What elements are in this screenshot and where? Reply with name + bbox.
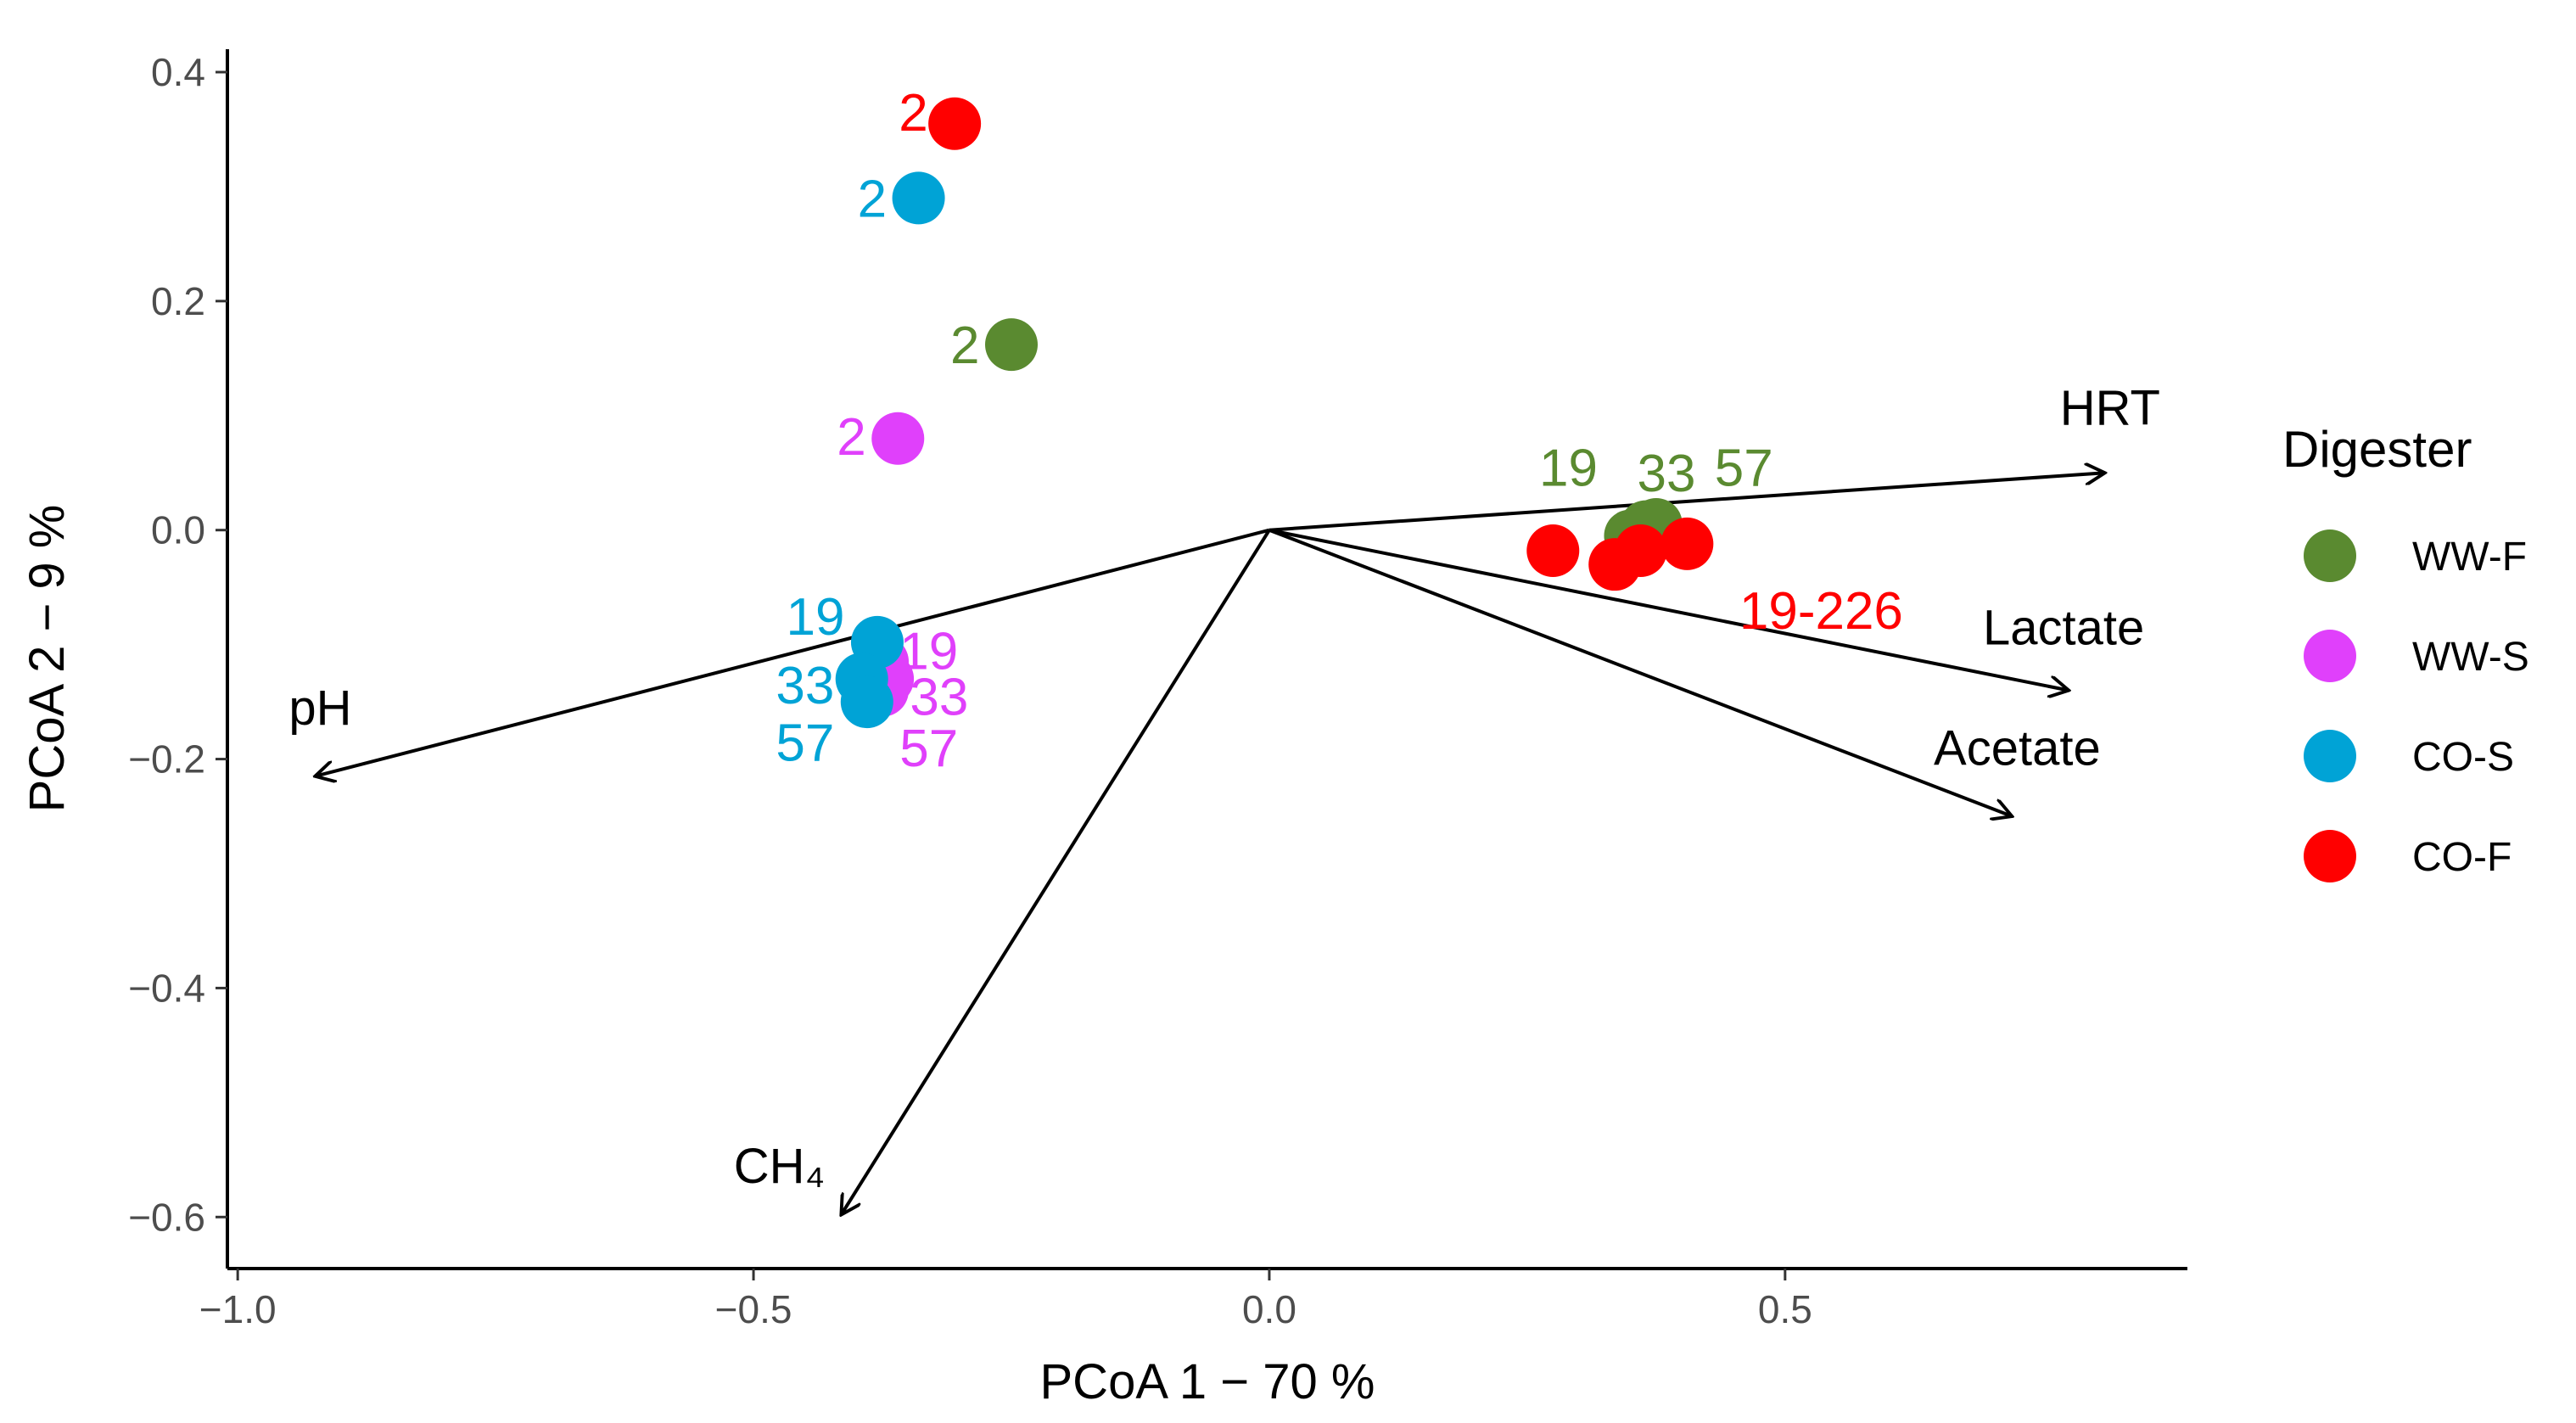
point-label: 2 (858, 170, 887, 228)
arrow-label: Acetate (1934, 720, 2101, 776)
arrow-label: CH₄ (734, 1139, 825, 1194)
legend-label: CO-F (2412, 835, 2512, 880)
point-ww-s (871, 412, 925, 465)
point-co-s (892, 171, 945, 225)
legend-key-co-s (2304, 730, 2356, 782)
point-label: 33 (776, 657, 834, 715)
x-tick-label: −1.0 (199, 1287, 277, 1331)
legend-label: WW-F (2412, 535, 2527, 580)
point-label: 2 (950, 317, 979, 375)
x-tick-label: 0.5 (1758, 1287, 1812, 1331)
legend-entries: WW-F WW-S CO-S CO-F (2304, 529, 2529, 882)
arrows-layer: HRT Lactate Acetate pH CH₄ (288, 381, 2160, 1215)
x-tick-label: 0.0 (1242, 1287, 1296, 1331)
y-tick-label: 0.0 (151, 508, 205, 552)
legend-label: WW-S (2412, 635, 2529, 680)
y-tick-label: −0.4 (128, 966, 205, 1010)
point-co-f (928, 97, 982, 150)
arrow-hrt (1268, 473, 2105, 532)
point-ww-f (985, 318, 1038, 372)
arrow-label: pH (288, 681, 351, 736)
point-label: 19-226 (1739, 582, 1903, 641)
axes-layer: −1.0 −0.5 0.0 0.5 0.4 0.2 0.0 −0.2 −0.4 −0.6 (128, 49, 2187, 1331)
point-co-f (1660, 517, 1714, 570)
point-label: 33 (910, 668, 968, 726)
point-co-f (1526, 524, 1580, 577)
legend-title: Digester (2282, 421, 2472, 478)
legend-key-ww-s (2304, 630, 2356, 682)
point-label: 2 (899, 84, 927, 143)
point-label: 57 (1715, 439, 1773, 497)
legend: Digester WW-F WW-S CO-S CO-F (2282, 421, 2529, 882)
y-tick-label: 0.4 (151, 50, 205, 94)
point-label: 19 (899, 622, 958, 681)
arrow-lactate (1268, 528, 2069, 691)
arrow-acetate (1268, 528, 2012, 816)
y-tick-label: −0.6 (128, 1195, 205, 1239)
x-axis-title: PCoA 1 − 70 % (1040, 1354, 1375, 1409)
y-tick-label: −0.2 (128, 737, 205, 782)
arrow-label: HRT (2060, 381, 2160, 436)
arrow-label: Lactate (1983, 601, 2144, 656)
legend-key-ww-f (2304, 529, 2356, 582)
point-label: 2 (837, 408, 865, 467)
point-label: 57 (899, 720, 958, 778)
point-co-f (1614, 524, 1667, 577)
points-layer (835, 97, 1714, 729)
x-tick-label: −0.5 (715, 1287, 792, 1331)
point-label: 33 (1638, 445, 1696, 503)
arrow-ch₄ (841, 529, 1271, 1215)
point-label: 19 (1539, 439, 1598, 497)
y-tick-label: 0.2 (151, 279, 205, 323)
point-label: 57 (776, 714, 834, 772)
arrow-ph (315, 528, 1270, 776)
legend-label: CO-S (2412, 735, 2514, 780)
y-axis-title: PCoA 2 − 9 % (20, 505, 75, 813)
point-co-s (840, 675, 893, 729)
legend-key-co-f (2304, 830, 2356, 882)
point-label: 19 (787, 588, 845, 647)
